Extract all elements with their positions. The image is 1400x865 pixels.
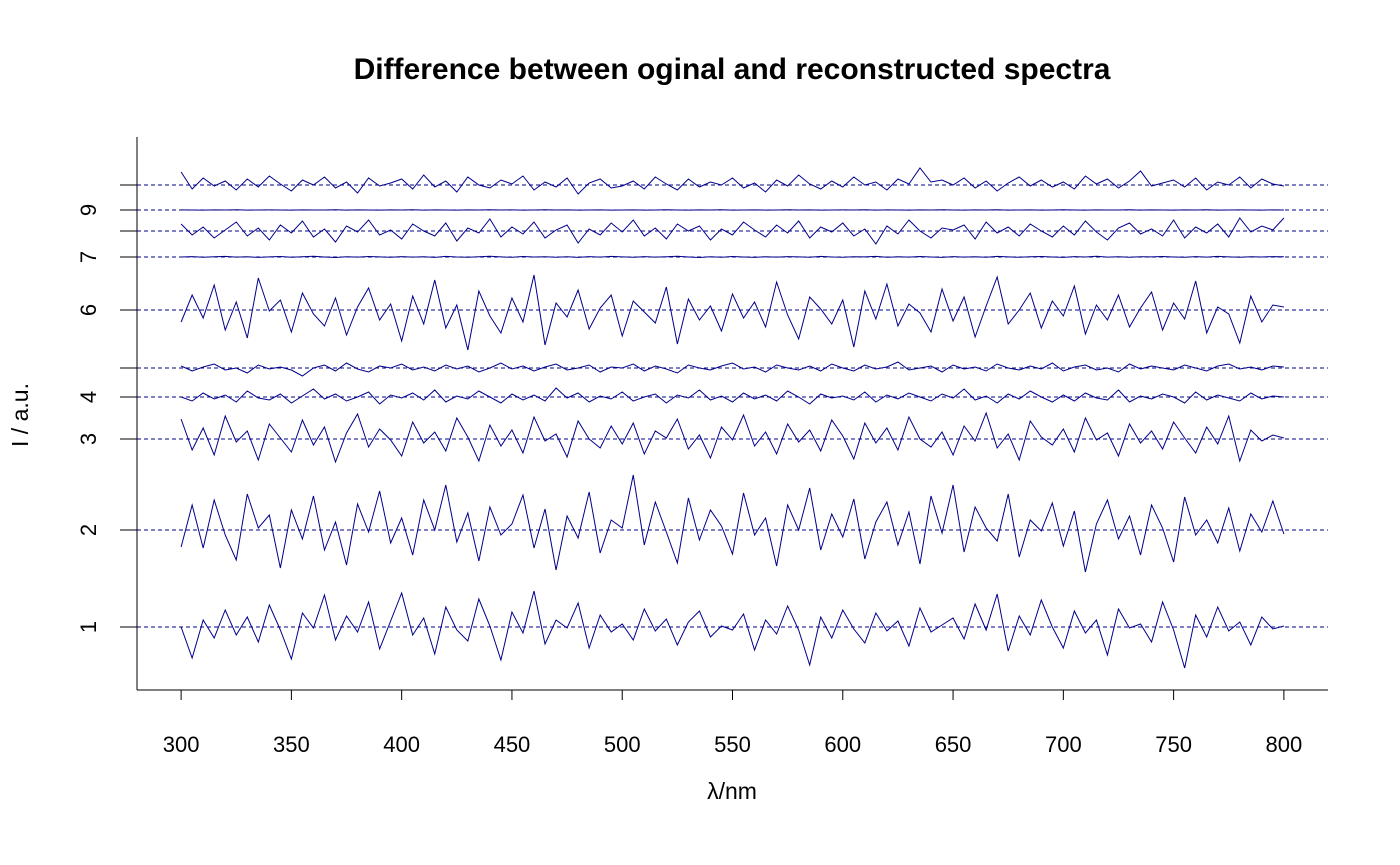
x-tick-label: 600: [824, 732, 861, 757]
y-tick-label: 9: [76, 204, 101, 216]
y-tick-label: 7: [76, 251, 101, 263]
spectrum-line: [181, 255, 1284, 259]
x-tick-label: 450: [494, 732, 531, 757]
spectrum-line: [180, 217, 1285, 245]
x-tick-label: 500: [604, 732, 641, 757]
x-tick-label: 550: [714, 732, 751, 757]
x-tick-label: 750: [1155, 732, 1192, 757]
y-tick-label: 3: [76, 433, 101, 445]
spectrum-line: [180, 474, 1285, 573]
x-tick-label: 700: [1045, 732, 1082, 757]
y-tick-label: 2: [76, 524, 101, 536]
y-tick-label: 4: [76, 391, 101, 403]
spectrum-line: [180, 361, 1284, 377]
x-tick-label: 300: [163, 732, 200, 757]
x-axis-title: λ/nm: [707, 778, 757, 804]
spectrum-line: [180, 387, 1284, 405]
y-tick-label: 6: [76, 304, 101, 316]
spectrum-line: [180, 167, 1284, 195]
x-tick-label: 350: [273, 732, 310, 757]
x-tick-label: 650: [935, 732, 972, 757]
spectrum-line: [180, 274, 1284, 351]
y-tick-label: 1: [76, 621, 101, 633]
spectrum-line: [180, 411, 1285, 464]
spectrum-line: [180, 590, 1285, 669]
chart-title: Difference between oginal and reconstruc…: [354, 53, 1111, 86]
y-axis-title: I / a.u.: [7, 383, 33, 447]
x-tick-label: 800: [1266, 732, 1303, 757]
x-tick-label: 400: [383, 732, 420, 757]
